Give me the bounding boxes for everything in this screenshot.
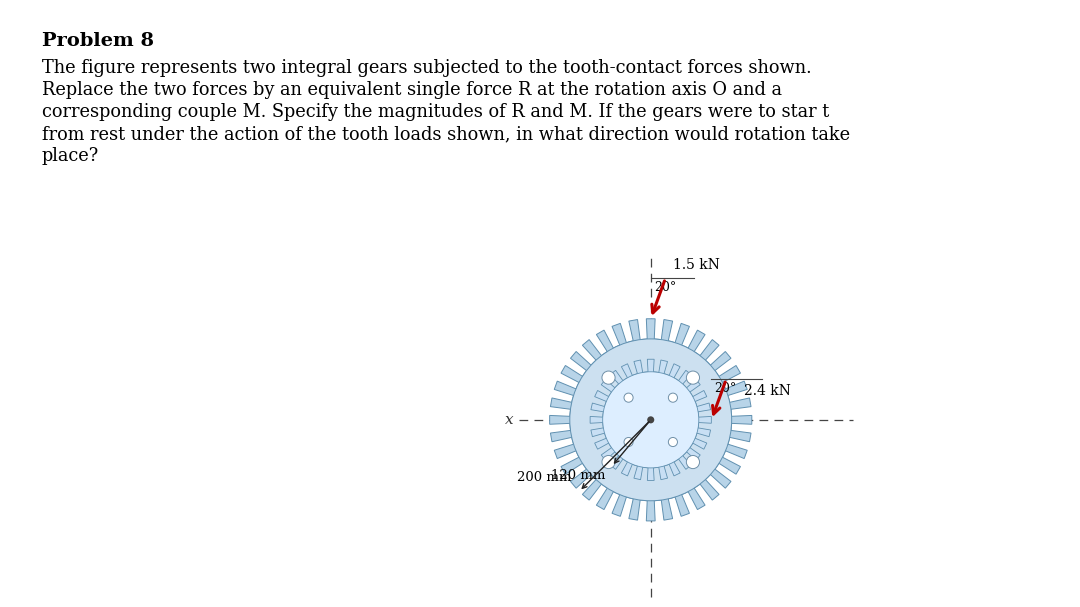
Polygon shape xyxy=(590,359,712,481)
Circle shape xyxy=(669,393,677,402)
Circle shape xyxy=(687,455,700,469)
Text: from rest under the action of the tooth loads shown, in what direction would rot: from rest under the action of the tooth … xyxy=(42,125,850,143)
Text: x: x xyxy=(504,413,513,427)
Text: 20°: 20° xyxy=(714,382,737,395)
Text: 2.4 kN: 2.4 kN xyxy=(744,384,792,399)
Text: 1.5 kN: 1.5 kN xyxy=(673,258,720,272)
Text: place?: place? xyxy=(42,147,99,165)
Polygon shape xyxy=(550,319,752,521)
Text: corresponding couple M. Specify the magnitudes of R and M. If the gears were to : corresponding couple M. Specify the magn… xyxy=(42,103,829,121)
Text: The figure represents two integral gears subjected to the tooth-contact forces s: The figure represents two integral gears… xyxy=(42,59,812,77)
Circle shape xyxy=(669,438,677,447)
Circle shape xyxy=(647,416,654,424)
Text: O: O xyxy=(657,431,670,445)
Text: Replace the two forces by an equivalent single force R at the rotation axis O an: Replace the two forces by an equivalent … xyxy=(42,81,782,99)
Circle shape xyxy=(624,393,633,402)
Text: 20°: 20° xyxy=(653,281,676,294)
Circle shape xyxy=(624,438,633,447)
Text: 120 mm: 120 mm xyxy=(551,469,606,482)
Circle shape xyxy=(570,339,731,501)
Text: y: y xyxy=(647,606,656,607)
Circle shape xyxy=(603,371,699,468)
Circle shape xyxy=(602,455,616,469)
Text: 200 mm: 200 mm xyxy=(517,471,571,484)
Circle shape xyxy=(602,371,616,384)
Circle shape xyxy=(687,371,700,384)
Text: Problem 8: Problem 8 xyxy=(42,32,154,50)
